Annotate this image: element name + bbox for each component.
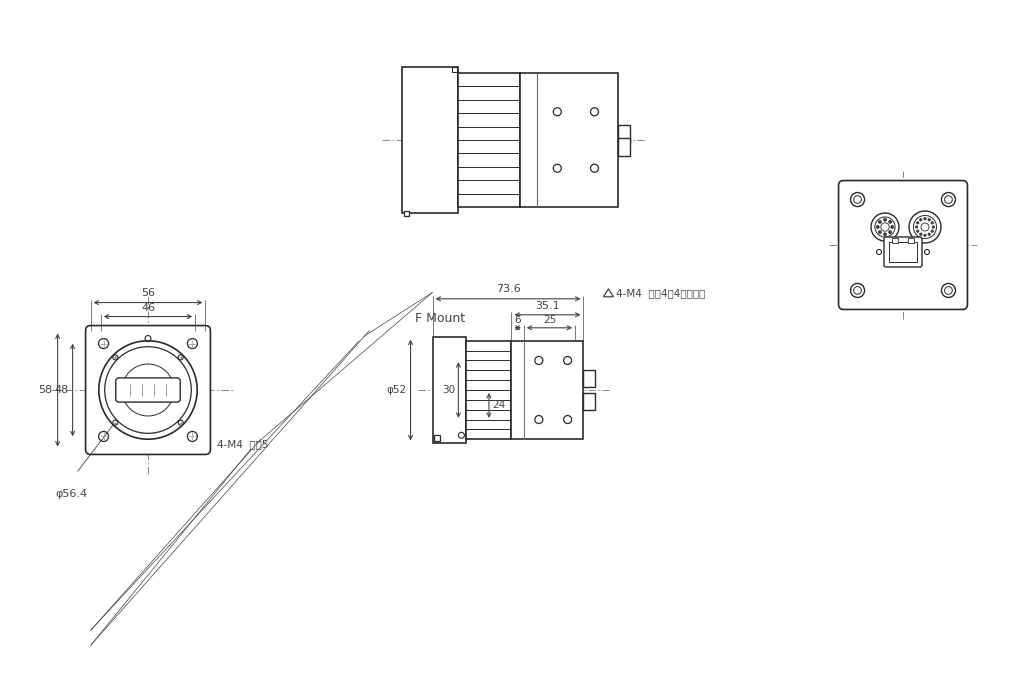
Bar: [892, 238, 898, 243]
Text: φ56.4: φ56.4: [56, 489, 88, 500]
Bar: [452, 67, 457, 72]
Text: 35.1: 35.1: [536, 301, 559, 311]
Circle shape: [928, 218, 930, 221]
Bar: [618, 125, 630, 143]
Bar: [583, 370, 595, 387]
Circle shape: [920, 218, 922, 221]
Circle shape: [879, 230, 882, 234]
Bar: [583, 393, 595, 410]
Circle shape: [931, 222, 933, 224]
Text: 6: 6: [514, 315, 521, 325]
Bar: [405, 211, 410, 216]
Circle shape: [889, 220, 892, 223]
Text: 73.6: 73.6: [495, 284, 520, 294]
FancyBboxPatch shape: [115, 378, 180, 402]
Text: 24: 24: [492, 400, 505, 410]
Circle shape: [889, 230, 892, 234]
Circle shape: [931, 230, 933, 232]
Circle shape: [924, 234, 926, 237]
Text: 56: 56: [141, 288, 154, 298]
Circle shape: [917, 222, 919, 224]
Circle shape: [884, 233, 887, 236]
Bar: [403, 67, 458, 213]
Text: 46: 46: [141, 302, 156, 312]
Bar: [520, 73, 618, 207]
Bar: [458, 73, 520, 207]
Bar: [908, 238, 914, 243]
FancyBboxPatch shape: [838, 181, 967, 309]
Bar: [618, 137, 630, 155]
Text: F Mount: F Mount: [414, 312, 465, 325]
Circle shape: [924, 218, 926, 220]
Bar: [434, 435, 440, 441]
Text: 48: 48: [55, 385, 69, 395]
Bar: [889, 242, 917, 262]
Circle shape: [917, 230, 919, 232]
Text: 4-M4  深サ4（4面共通）: 4-M4 深サ4（4面共通）: [616, 288, 706, 298]
Bar: [467, 341, 512, 439]
Circle shape: [932, 226, 934, 228]
Text: 25: 25: [543, 315, 556, 325]
Text: 30: 30: [442, 385, 455, 395]
FancyBboxPatch shape: [85, 326, 210, 454]
Circle shape: [920, 233, 922, 235]
FancyBboxPatch shape: [884, 237, 922, 267]
Text: 4-M4  深サ5: 4-M4 深サ5: [217, 440, 269, 449]
Circle shape: [884, 218, 887, 221]
Bar: [512, 341, 583, 439]
Text: 58: 58: [38, 385, 53, 395]
Circle shape: [916, 226, 918, 228]
Text: φ52: φ52: [386, 385, 407, 395]
Circle shape: [879, 220, 882, 223]
Bar: [433, 337, 467, 443]
Circle shape: [928, 233, 930, 235]
Circle shape: [877, 225, 880, 228]
Circle shape: [891, 225, 894, 228]
